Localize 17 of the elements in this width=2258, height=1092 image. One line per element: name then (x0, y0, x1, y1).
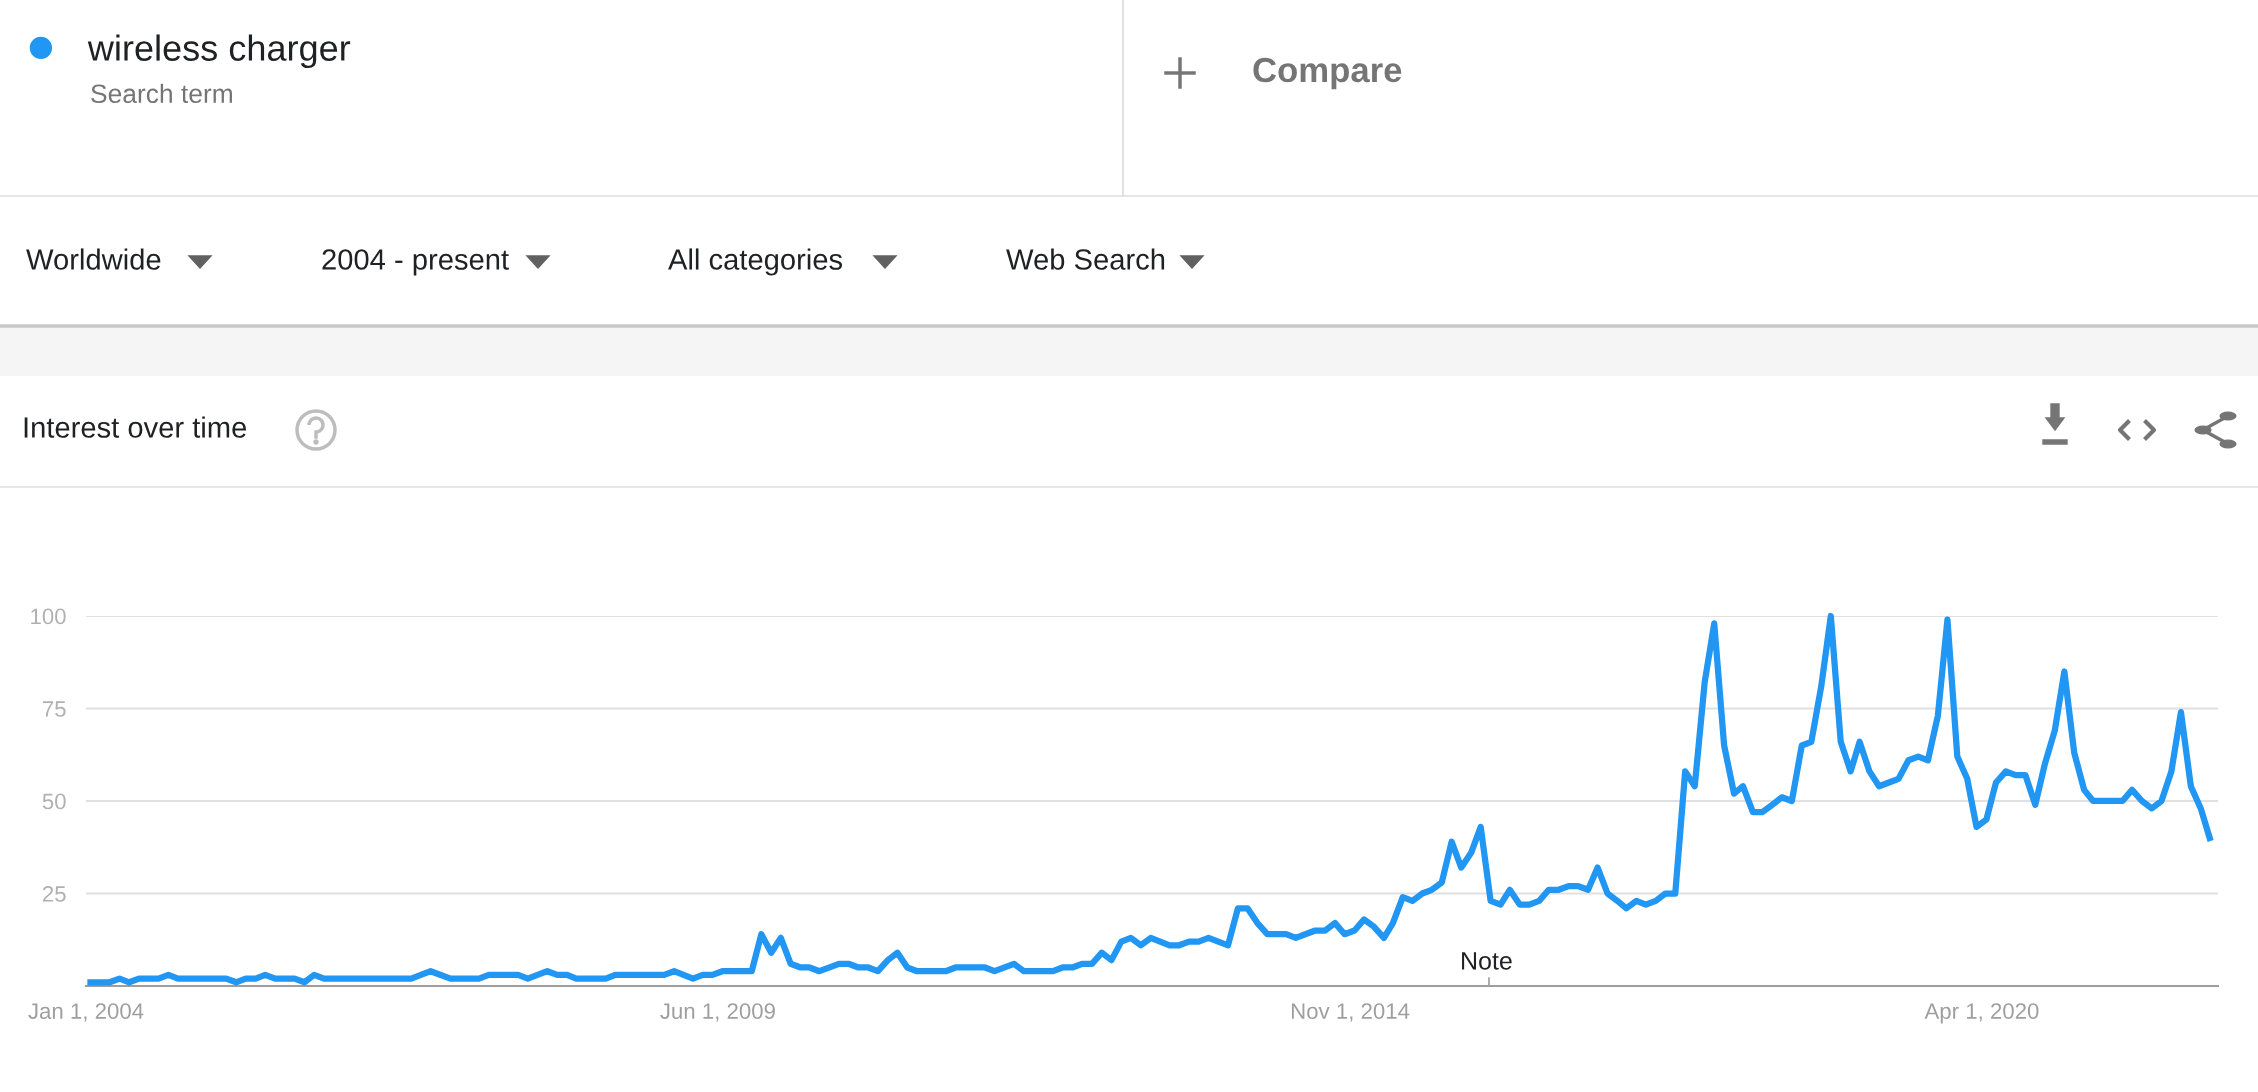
text: 2004 - present (322, 249, 509, 276)
y-tick-label: 75 (42, 701, 66, 717)
legend-label: wireless charger (87, 34, 351, 69)
y-tick-label: 25 (42, 886, 66, 902)
x-tick-label: Apr 1, 2020 (1924, 1003, 2039, 1024)
annotation: Note (1462, 952, 1512, 970)
x-tick-label: Jan 1, 2004 (28, 1003, 144, 1022)
x-tick-label: Jun 1, 2009 (660, 1003, 775, 1022)
y-tick-label: 100 (31, 608, 66, 625)
text: Web Search (1006, 248, 1165, 270)
x-tick-label: Nov 1, 2014 (1291, 1003, 1410, 1022)
text: Compare (1253, 57, 1402, 90)
y-tick-label: 50 (42, 793, 66, 810)
text: Search term (91, 83, 232, 104)
text: All categories (668, 248, 843, 276)
chart-title: Interest over time (24, 416, 247, 438)
text: Worldwide (26, 248, 161, 270)
